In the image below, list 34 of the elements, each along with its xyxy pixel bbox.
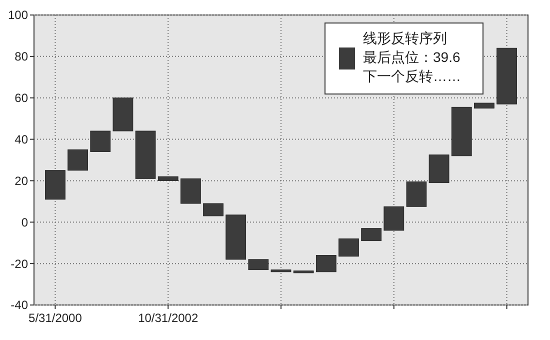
y-tick-label: -20 (10, 256, 28, 271)
y-tick-label: 80 (14, 50, 28, 64)
bar (338, 238, 359, 257)
bar (316, 255, 336, 272)
y-tick-label: 100 (8, 8, 28, 22)
bar (135, 130, 156, 179)
bar (270, 270, 292, 272)
y-tick-label: 60 (14, 91, 28, 106)
bar (248, 259, 269, 270)
bar (474, 102, 494, 108)
bar (45, 170, 66, 200)
y-tick-label: -40 (10, 298, 28, 312)
bar (428, 154, 450, 184)
bar (384, 206, 404, 231)
bar (406, 182, 427, 207)
bar (361, 228, 382, 242)
bar (496, 48, 517, 104)
bar (293, 270, 314, 274)
annotation: 最后点位：39.6 (363, 49, 460, 65)
bar (158, 176, 178, 181)
annotation: 下一个反转…… (363, 68, 461, 84)
x-tick-label: 5/31/2000 (28, 311, 82, 325)
bar (112, 98, 134, 132)
bar (203, 203, 224, 216)
y-tick-label: 20 (14, 174, 28, 188)
x-tick-label: 10/31/2002 (138, 311, 198, 325)
y-tick-label: 40 (14, 132, 28, 146)
bar (68, 149, 88, 171)
bar (226, 214, 246, 260)
bar (451, 106, 472, 156)
y-tick-label: 0 (21, 215, 28, 230)
bar (90, 130, 111, 152)
legend: 线形反转序列 最后点位：39.6 下一个反转…… (324, 22, 484, 94)
bar (180, 178, 201, 204)
